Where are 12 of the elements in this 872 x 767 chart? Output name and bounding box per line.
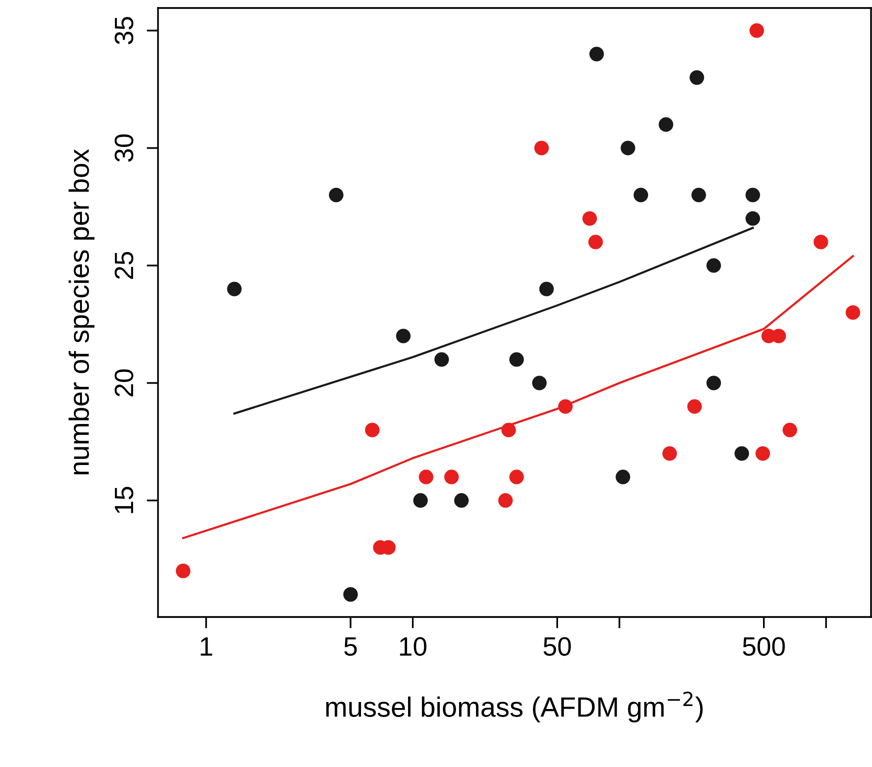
- y-tick-label: 20: [114, 369, 134, 396]
- y-tick-label: 35: [114, 16, 134, 44]
- x-tick-label: 50: [544, 637, 571, 656]
- y-axis-title: number of species per box: [68, 149, 95, 474]
- y-tick-label: 30: [114, 134, 134, 162]
- y-tick-label: 15: [114, 486, 134, 514]
- x-tick-label: 500: [742, 637, 785, 656]
- x-tick-label: 1: [200, 637, 212, 656]
- x-axis-title: mussel biomass (AFDM gm$^{−2}$): [326, 692, 703, 722]
- y-tick-label: 25: [114, 252, 134, 279]
- x-tick-label: 5: [344, 637, 357, 656]
- x-tick-label: 10: [400, 637, 426, 656]
